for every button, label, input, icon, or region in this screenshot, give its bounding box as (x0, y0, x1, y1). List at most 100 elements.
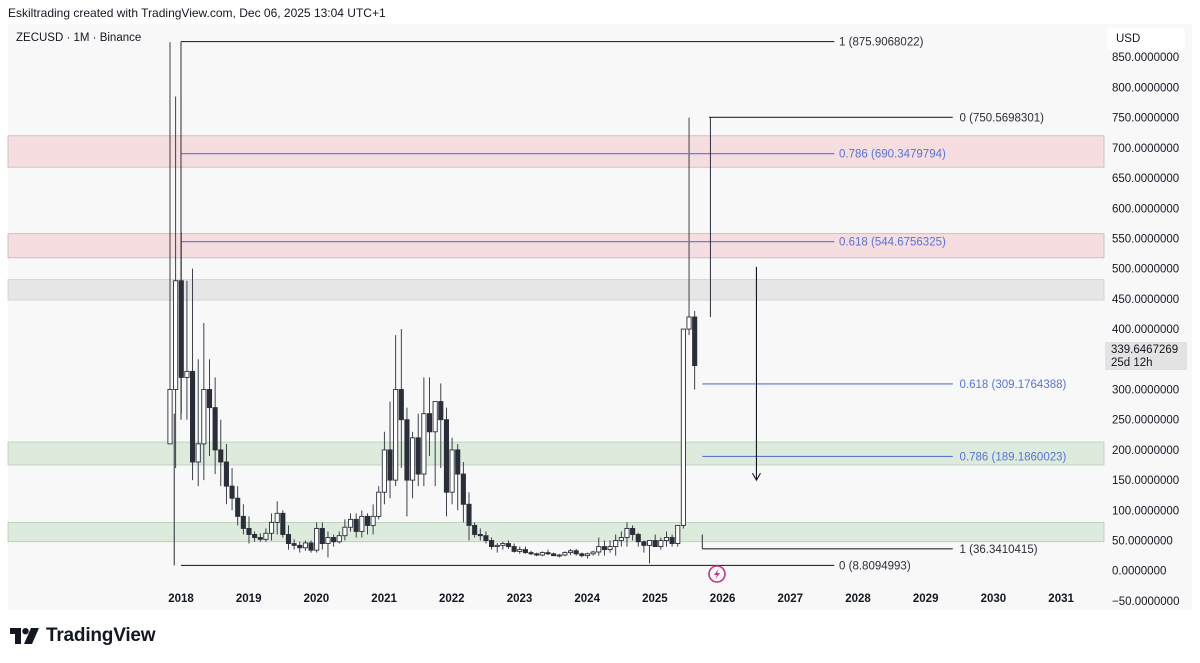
candle[interactable] (584, 552, 591, 559)
candle[interactable] (314, 522, 320, 553)
candle[interactable] (466, 492, 472, 541)
candle[interactable] (240, 504, 246, 535)
candle[interactable] (184, 280, 190, 420)
candle[interactable] (201, 323, 207, 481)
candle[interactable] (443, 407, 449, 517)
candle[interactable] (173, 96, 179, 469)
candle[interactable] (342, 519, 348, 541)
candle[interactable] (353, 513, 359, 538)
candle[interactable] (235, 486, 241, 526)
candle[interactable] (551, 552, 557, 557)
fib-level[interactable]: 0.618 (309.1764388) (702, 379, 1067, 391)
candle[interactable] (398, 329, 404, 469)
candle[interactable] (297, 541, 303, 553)
candle[interactable] (387, 401, 393, 499)
candle[interactable] (393, 335, 399, 487)
fib-level[interactable]: 1 (36.3410415) (702, 544, 1038, 556)
candle[interactable] (257, 533, 263, 542)
candle[interactable] (319, 522, 325, 550)
zone-resistance-0[interactable] (7, 135, 1105, 168)
candle[interactable] (359, 510, 365, 538)
candle[interactable] (449, 437, 455, 505)
candle[interactable] (246, 516, 252, 544)
candle[interactable] (646, 540, 653, 564)
candle[interactable] (635, 532, 641, 547)
candle[interactable] (539, 551, 545, 557)
candle[interactable] (534, 552, 540, 557)
candle[interactable] (641, 540, 647, 553)
candle[interactable] (263, 528, 269, 542)
candle[interactable] (432, 401, 438, 487)
candle[interactable] (347, 513, 354, 532)
candle[interactable] (652, 534, 658, 548)
candle[interactable] (483, 531, 489, 544)
candle[interactable] (692, 310, 698, 390)
candle[interactable] (477, 528, 483, 541)
brand-logo[interactable]: TradingView (10, 625, 156, 647)
candle[interactable] (500, 541, 506, 550)
candle[interactable] (517, 546, 523, 554)
candle[interactable] (376, 486, 382, 520)
candle[interactable] (630, 525, 636, 541)
candle[interactable] (291, 539, 297, 550)
candle[interactable] (370, 504, 376, 535)
currency-selector[interactable]: USD (1107, 28, 1185, 50)
candle[interactable] (331, 534, 337, 547)
candle[interactable] (336, 531, 342, 544)
candle[interactable] (489, 537, 495, 550)
candle[interactable] (663, 531, 670, 547)
candle[interactable] (675, 524, 681, 547)
fib-level[interactable]: 1 (875.9068022) (181, 37, 924, 49)
candle[interactable] (522, 546, 528, 554)
candle[interactable] (455, 443, 461, 511)
candle[interactable] (308, 540, 314, 553)
candle[interactable] (421, 377, 427, 487)
candle[interactable] (528, 550, 534, 556)
candle[interactable] (596, 537, 602, 556)
candle[interactable] (562, 551, 568, 557)
candle[interactable] (573, 548, 579, 556)
zone-support-3[interactable] (7, 441, 1105, 466)
candle[interactable] (195, 359, 201, 487)
candle[interactable] (285, 525, 292, 550)
candle[interactable] (364, 513, 371, 535)
chart-panel[interactable] (8, 24, 1192, 610)
candle[interactable] (269, 513, 275, 541)
candle[interactable] (438, 383, 444, 469)
candle[interactable] (511, 543, 517, 553)
candle[interactable] (590, 550, 596, 556)
candle[interactable] (545, 549, 551, 556)
candle[interactable] (218, 419, 224, 487)
fib-level[interactable]: 0.786 (189.1860023) (702, 451, 1067, 463)
candle[interactable] (568, 548, 574, 556)
fib-level[interactable]: 0 (750.5698301) (709, 112, 1044, 124)
candle[interactable] (229, 468, 235, 511)
lightning-icon[interactable] (708, 565, 726, 583)
candle[interactable] (404, 407, 410, 517)
candle[interactable] (460, 461, 466, 523)
candle[interactable] (223, 443, 229, 505)
zone-neutral-2[interactable] (7, 279, 1105, 301)
candle[interactable] (410, 431, 416, 499)
candle[interactable] (658, 537, 664, 550)
candle[interactable] (167, 42, 173, 445)
zone-resistance-1[interactable] (7, 233, 1105, 259)
candle[interactable] (579, 552, 585, 558)
candle[interactable] (325, 531, 331, 558)
fib-level[interactable]: 0 (8.8094993) (181, 560, 911, 572)
candle[interactable] (556, 553, 562, 558)
candle[interactable] (505, 540, 512, 549)
candle[interactable] (618, 531, 624, 547)
candle[interactable] (601, 540, 607, 556)
fib-level[interactable]: 0.786 (690.3479794) (181, 149, 946, 161)
candle[interactable] (212, 377, 218, 475)
candle[interactable] (381, 431, 387, 505)
candle[interactable] (494, 542, 500, 553)
candle[interactable] (274, 501, 280, 535)
zone-support-4[interactable] (7, 522, 1105, 543)
candle[interactable] (302, 540, 308, 551)
candle[interactable] (280, 510, 286, 538)
candle[interactable] (680, 328, 686, 529)
candle[interactable] (426, 377, 433, 456)
